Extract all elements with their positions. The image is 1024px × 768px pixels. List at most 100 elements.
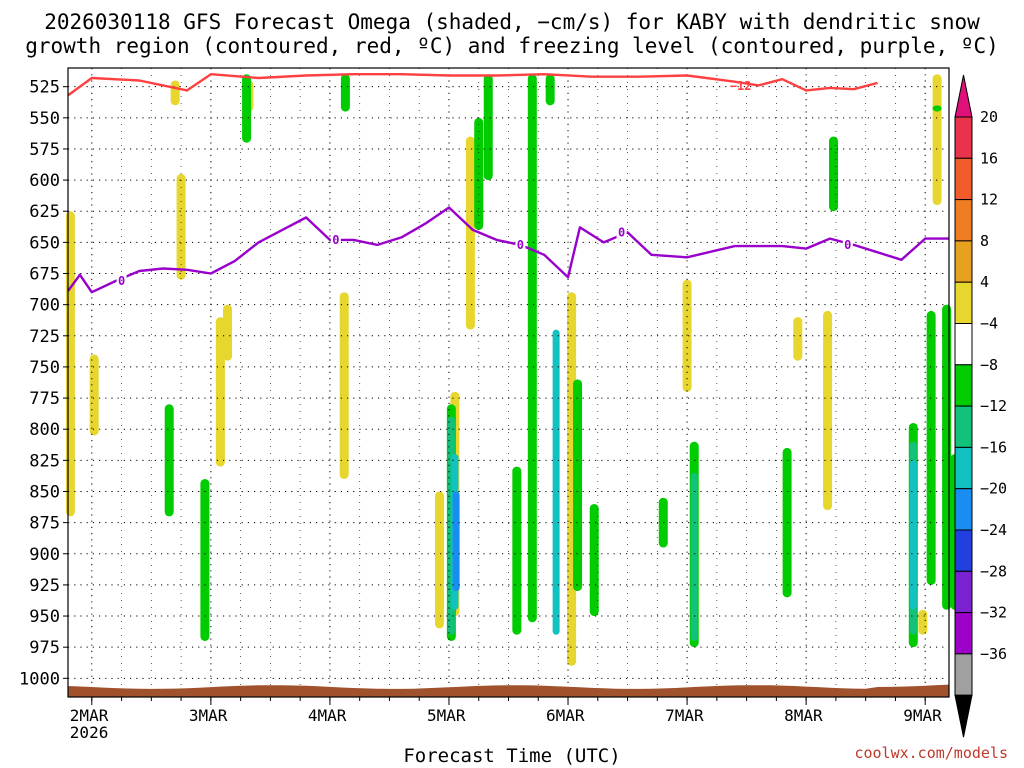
freezing-level-label: 0 xyxy=(332,233,339,247)
colorbar-swatch-1 xyxy=(954,157,973,201)
omega-region-22 xyxy=(483,74,493,181)
y-tick-label: 550 xyxy=(29,109,60,129)
freezing-level-line xyxy=(67,206,949,294)
chart-title-line-1: 2026030118 GFS Forecast Omega (shaded, −… xyxy=(44,10,980,34)
colorbar-label: −32 xyxy=(980,604,1007,622)
omega-region-3 xyxy=(170,80,180,106)
freezing-label-bg xyxy=(842,236,853,251)
omega-region-19 xyxy=(242,74,252,143)
y-tick-label: 750 xyxy=(29,358,60,378)
omega-region-14 xyxy=(823,310,833,511)
contours: 0 0 0 0 0 −12 xyxy=(67,72,949,294)
y-tick-label: 600 xyxy=(29,171,60,191)
colorbar-label: 4 xyxy=(980,273,989,291)
colorbar-swatch-0 xyxy=(954,116,973,159)
chart-title-line-2: growth region (contoured, red, ºC) and f… xyxy=(25,34,999,58)
x-axis-title: Forecast Time (UTC) xyxy=(403,745,621,767)
colorbar-swatch-11 xyxy=(954,570,973,614)
y-tick-label: 650 xyxy=(29,233,60,253)
freezing-label-bg xyxy=(515,236,526,251)
colorbar-swatch-2 xyxy=(954,199,973,242)
y-tick-label: 525 xyxy=(29,78,60,98)
omega-region-16 xyxy=(918,609,928,635)
omega-region-2 xyxy=(176,173,186,280)
freezing-level-label: 0 xyxy=(118,274,125,288)
omega-region-15 xyxy=(932,74,942,206)
omega-region-0 xyxy=(65,211,75,517)
y-tick-label: 900 xyxy=(29,545,60,565)
y-tick-label: 775 xyxy=(29,389,60,409)
ground-surface xyxy=(68,684,949,697)
omega-region-32 xyxy=(829,136,839,212)
omega-region-5 xyxy=(215,317,225,467)
freezing-level-label: 0 xyxy=(517,238,524,252)
omega-region-31 xyxy=(782,447,792,598)
colorbar-top-arrow xyxy=(954,74,973,118)
x-tick-label: 8MAR xyxy=(784,706,823,725)
omega-region-44 xyxy=(452,491,460,592)
omega-region-34 xyxy=(942,304,952,610)
x-tick-label: 2MAR xyxy=(70,706,109,725)
y-tick-label: 1000 xyxy=(19,669,60,689)
colorbar-label: −16 xyxy=(980,438,1007,456)
plot-frame xyxy=(67,67,950,698)
y-tick-label: 825 xyxy=(29,451,60,471)
x-tick-label: 3MAR xyxy=(189,706,228,725)
y-tick-label: 700 xyxy=(29,296,60,316)
colorbar-label: −20 xyxy=(980,480,1007,498)
colorbar-label: −36 xyxy=(980,645,1007,663)
x-tick-sublabel: 2026 xyxy=(70,723,109,742)
omega-region-13 xyxy=(793,317,803,361)
y-tick-label: 725 xyxy=(29,327,60,347)
colorbar-swatch-13 xyxy=(954,653,973,696)
freezing-label-bg xyxy=(330,231,341,246)
omega-region-6 xyxy=(223,304,233,361)
omega-region-26 xyxy=(589,503,599,617)
omega-region-42 xyxy=(552,329,560,635)
dgz-contour-line xyxy=(67,72,878,97)
colorbar-swatch-3 xyxy=(954,240,973,283)
omega-region-10 xyxy=(465,136,475,330)
colorbar: 20 16 12 8 4 −4 −8 −12 −16 −20 −24 −28 −32 −36 xyxy=(954,74,1007,738)
freezing-label-bg xyxy=(116,272,127,287)
x-tick-label: 5MAR xyxy=(427,706,466,725)
colorbar-bottom-arrow xyxy=(954,694,973,738)
omega-region-1 xyxy=(89,354,99,436)
omega-region-39 xyxy=(690,472,698,641)
omega-region-8 xyxy=(434,491,444,629)
omega-region-20 xyxy=(340,74,350,112)
freezing-label-bg xyxy=(616,224,627,239)
credit-text[interactable]: coolwx.com/models xyxy=(854,744,1008,762)
colorbar-swatch-10 xyxy=(954,529,973,572)
colorbar-label: 16 xyxy=(980,149,998,167)
omega-region-18 xyxy=(200,479,210,641)
omega-shading xyxy=(65,74,960,666)
x-tick-label: 7MAR xyxy=(665,706,704,725)
y-tick-label: 925 xyxy=(29,576,60,596)
omega-region-43 xyxy=(909,460,917,610)
y-tick-label: 575 xyxy=(29,140,60,160)
omega-region-36 xyxy=(932,105,942,112)
colorbar-label: 12 xyxy=(980,191,998,209)
y-tick-label: 950 xyxy=(29,607,60,627)
colorbar-label: −8 xyxy=(980,356,998,374)
colorbar-swatch-9 xyxy=(954,488,973,531)
x-tick-label: 4MAR xyxy=(308,706,347,725)
ground-band xyxy=(68,684,949,697)
x-tick-label: 6MAR xyxy=(546,706,585,725)
omega-region-33 xyxy=(926,310,936,585)
y-tick-label: 625 xyxy=(29,202,60,222)
colorbar-swatch-7 xyxy=(954,405,973,448)
omega-region-27 xyxy=(512,466,522,635)
y-tick-label: 850 xyxy=(29,482,60,502)
colorbar-swatch-6 xyxy=(954,364,973,407)
colorbar-label: 20 xyxy=(980,108,998,126)
omega-region-23 xyxy=(527,74,537,623)
colorbar-label: −12 xyxy=(980,397,1007,415)
colorbar-swatch-4 xyxy=(954,281,973,325)
colorbar-label: 8 xyxy=(980,232,989,250)
y-axis: 525 550 575 600 625 650 675 700 725 750 775 800 825 8… xyxy=(19,78,68,689)
colorbar-swatch-5 xyxy=(954,323,973,366)
